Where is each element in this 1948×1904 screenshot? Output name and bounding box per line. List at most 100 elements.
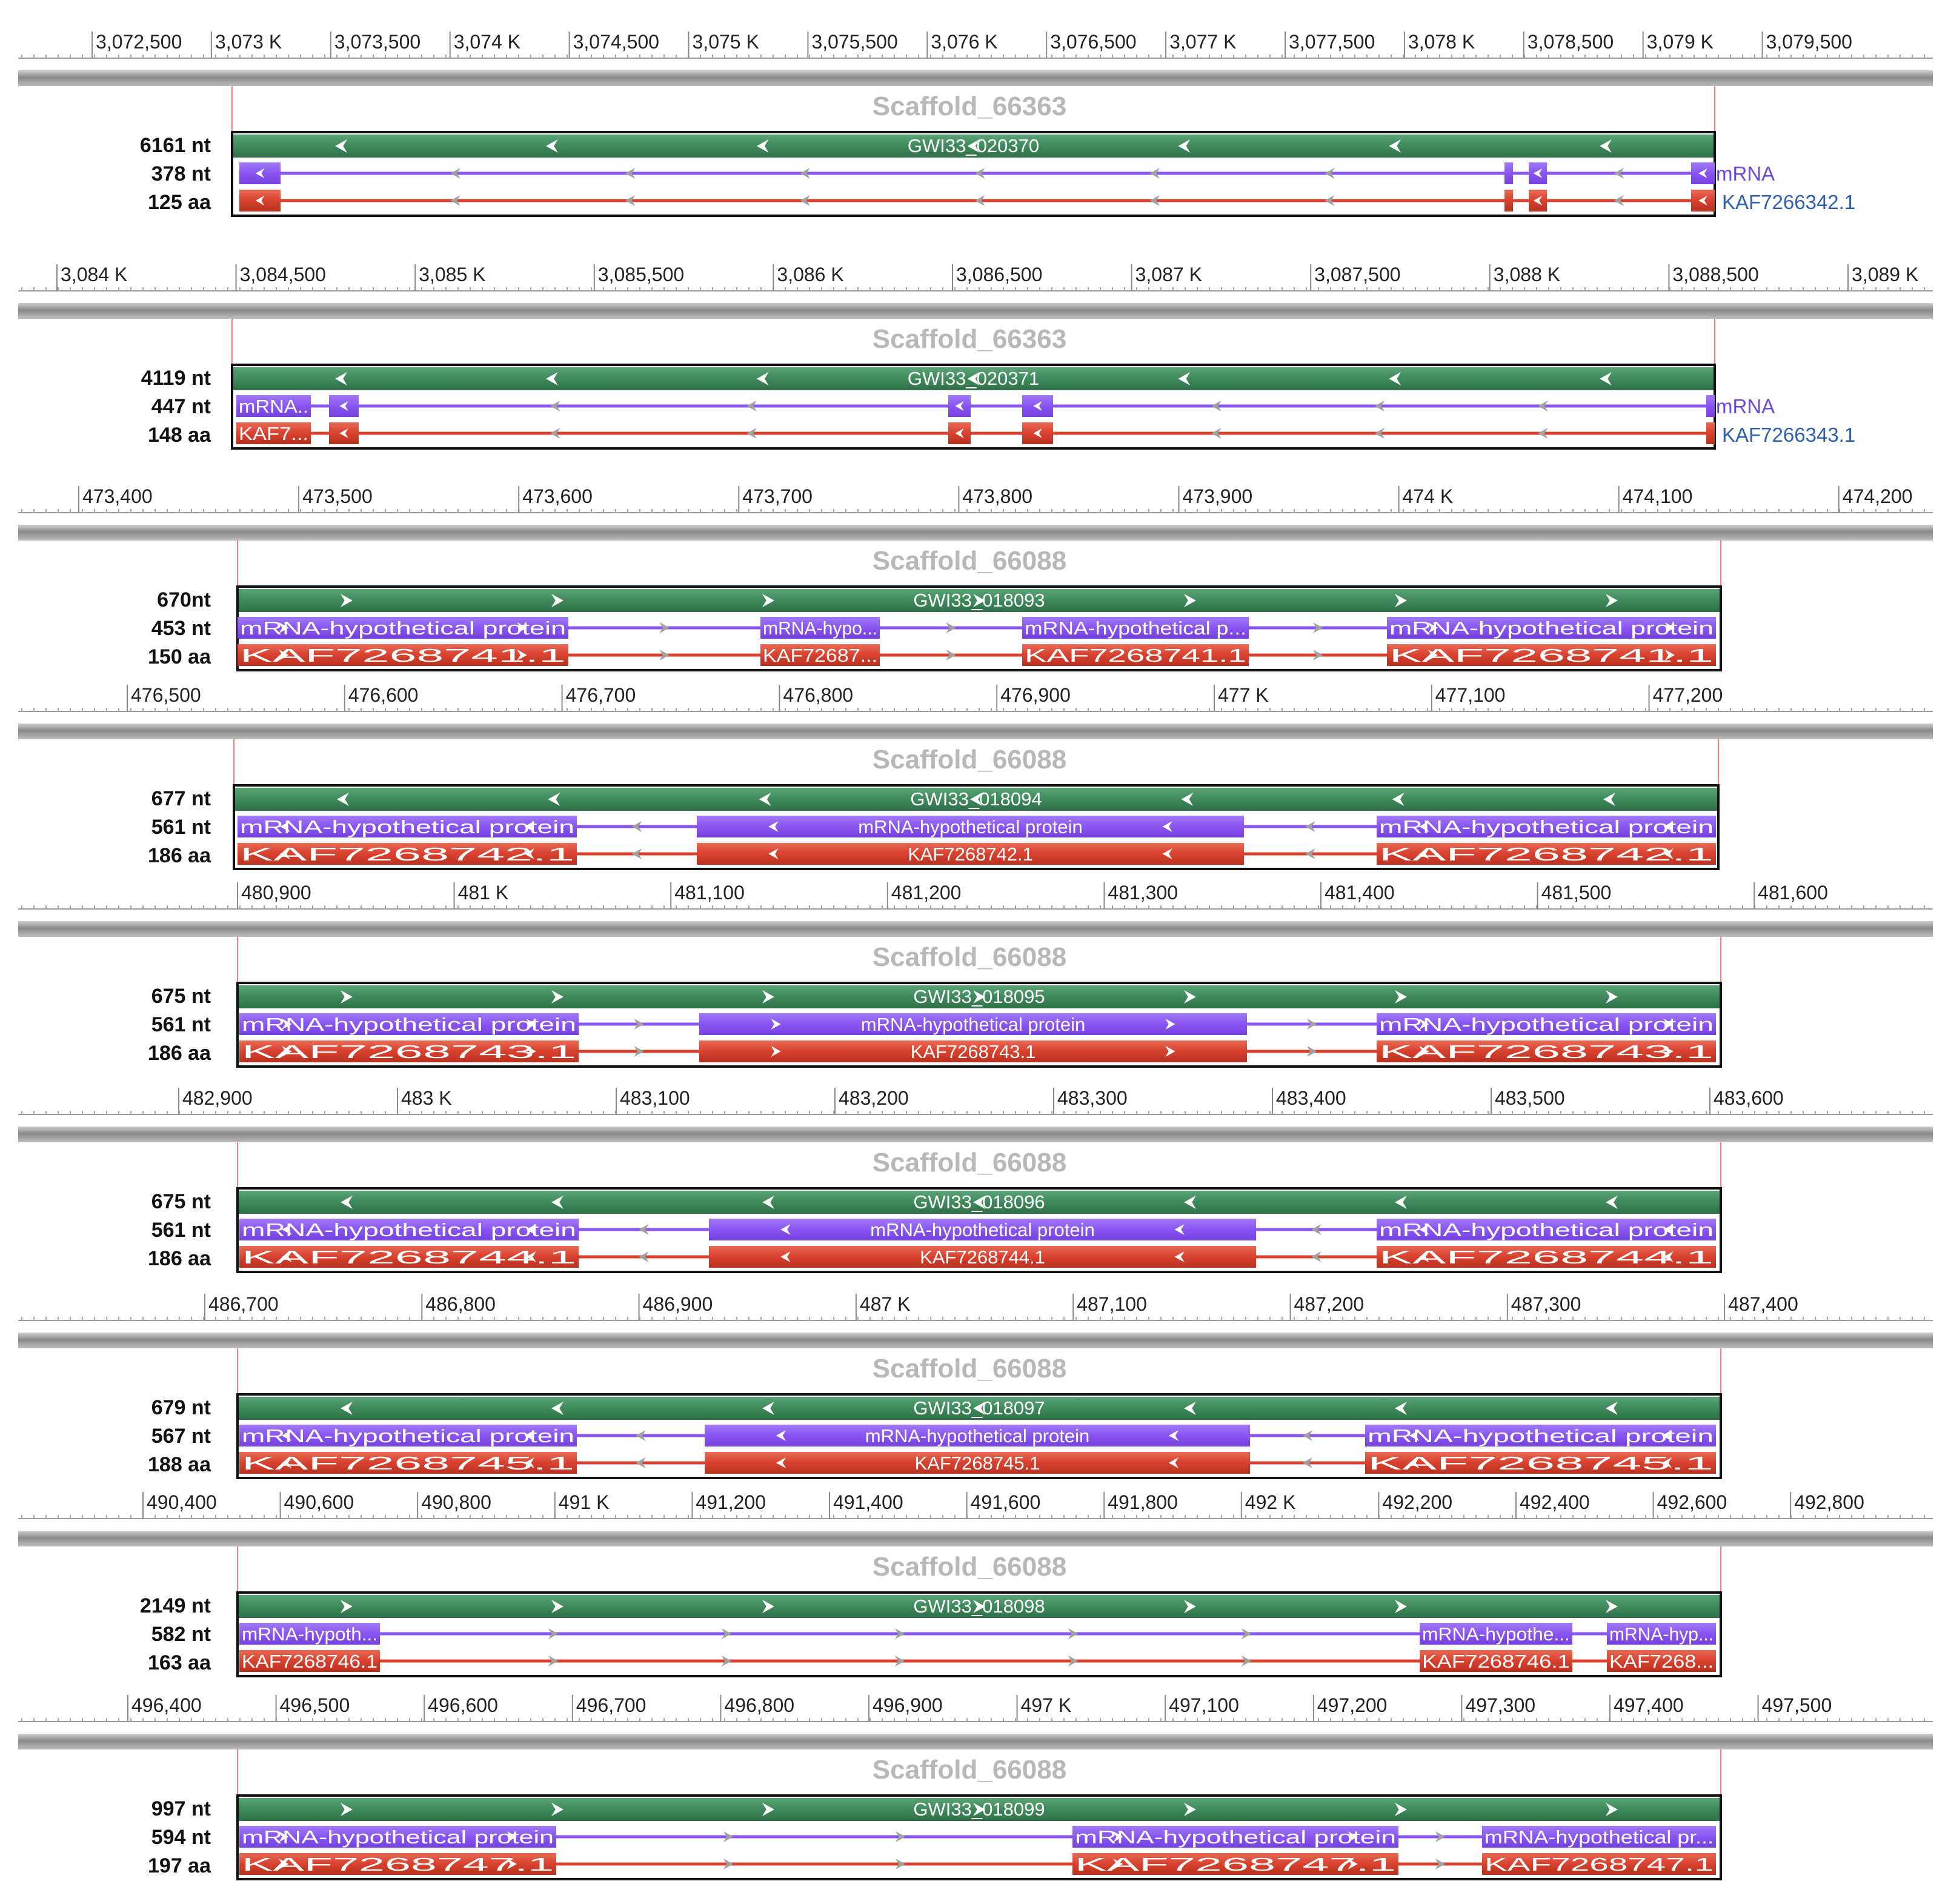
- ruler-tick-label: 473,800: [962, 485, 1032, 507]
- cds-intron-arrow: [723, 1859, 734, 1869]
- protein-side-label: KAF7266342.1: [1722, 191, 1855, 213]
- gene-strand-arrow: [341, 1600, 353, 1613]
- cds-exon-label: KAF7268741.1: [240, 645, 566, 666]
- cds-exon-label: KAF7268743.1: [911, 1041, 1036, 1062]
- mrna-exon-label: mRNA-hypothetical p...: [1025, 617, 1246, 639]
- ruler-tick-label: 3,076,500: [1050, 31, 1136, 53]
- size-label: 150 aa: [148, 645, 211, 668]
- cds-exon-label: KAF7268743.1: [242, 1041, 576, 1062]
- cds-intron-arrow: [1311, 1251, 1321, 1262]
- cds-exon: [1482, 1853, 1716, 1875]
- mrna-exon-arrow: [1663, 821, 1674, 832]
- mrna-intron-arrow: [1302, 1430, 1313, 1441]
- ruler-tick-label: 481,100: [674, 882, 745, 904]
- ruler-bar: [18, 724, 1933, 739]
- cds-exon-arrow: [1419, 1046, 1429, 1057]
- gene-strand-arrow: [756, 372, 769, 385]
- gene-strand-arrow: [341, 594, 353, 607]
- cds-exon-label: KAF7268742.1: [908, 844, 1033, 865]
- ruler-tick-label: 487,100: [1077, 1293, 1147, 1315]
- gene-id-label: GWI33_018098: [913, 1596, 1045, 1617]
- cds-intron-arrow: [450, 195, 460, 206]
- cds-exon-arrow: [771, 1046, 781, 1057]
- cds-intron-arrow: [659, 650, 670, 661]
- mrna-exon-arrow: [1419, 821, 1429, 832]
- gene-strand-arrow: [341, 1803, 353, 1816]
- ruler-tick-label: 3,075 K: [693, 31, 759, 53]
- ruler-tick-label: 473,400: [82, 485, 153, 507]
- cds-exon-label: KAF7268744.1: [920, 1247, 1045, 1268]
- cds-exon-arrow: [768, 848, 779, 859]
- mrna-exon-arrow: [1165, 1019, 1175, 1030]
- mrna-exon-arrow: [339, 401, 348, 411]
- mrna-intron-arrow: [639, 1224, 649, 1235]
- cds-exon-arrow: [1113, 1859, 1123, 1869]
- mrna-intron-arrow: [1211, 401, 1222, 411]
- cds-exon-arrow: [507, 1859, 517, 1869]
- cds-intron-arrow: [1306, 1046, 1317, 1057]
- cds-exon-arrow: [1174, 1251, 1185, 1262]
- gene-strand-arrow: [1184, 1402, 1196, 1415]
- mrna-intron-arrow: [1374, 401, 1385, 411]
- scaffold-label: Scaffold_66088: [873, 546, 1066, 576]
- cds-exon-label: KAF7268746.1: [242, 1651, 377, 1672]
- size-label: 582 nt: [151, 1623, 211, 1646]
- ruler-tick-label: 3,074 K: [454, 31, 520, 53]
- cds-exon-arrow: [517, 650, 527, 661]
- gene-strand-arrow: [1184, 594, 1196, 607]
- gene-id-label: GWI33_018099: [913, 1799, 1045, 1820]
- mrna-exon: [1377, 1013, 1716, 1035]
- mrna-exon-arrow: [1174, 1224, 1185, 1235]
- cds-exon-label: KAF7268741.1: [1389, 645, 1714, 666]
- gene-strand-arrow: [1395, 1196, 1407, 1209]
- mrna-exon-arrow: [1113, 1831, 1123, 1842]
- cds-exon-label: KAF7268742.1: [240, 844, 574, 865]
- ruler-tick-label: 497,400: [1614, 1694, 1684, 1716]
- mrna-exon: [705, 1425, 1250, 1446]
- cds-intron-arrow: [1302, 1457, 1313, 1468]
- cds-exon-label: KAF7268741.1: [1025, 645, 1246, 666]
- mrna-intron-arrow: [636, 1430, 646, 1441]
- mrna-intron-arrow: [1538, 401, 1548, 411]
- cds-exon: [239, 1853, 556, 1875]
- size-label: 186 aa: [148, 1042, 211, 1065]
- cds-exon: [697, 843, 1244, 865]
- size-label: 148 aa: [148, 424, 211, 447]
- cds-intron-arrow: [1435, 1859, 1446, 1869]
- ruler-tick-label: 496,600: [428, 1694, 498, 1716]
- ruler-tick-label: 496,400: [131, 1694, 202, 1716]
- ruler-tick-label: 487,300: [1511, 1293, 1581, 1315]
- cds-exon-arrow: [1419, 1251, 1429, 1262]
- mrna-exon-label: mRNA-hypothetical protein: [242, 1826, 554, 1848]
- size-label: 378 nt: [151, 162, 211, 185]
- cds-exon: [1072, 1853, 1398, 1875]
- gene-strand-arrow: [1184, 990, 1196, 1004]
- ruler-tick-label: 486,700: [208, 1293, 279, 1315]
- gene-strand-arrow: [967, 139, 980, 153]
- cds-exon-arrow: [1419, 848, 1429, 859]
- mrna-exon: [697, 816, 1244, 837]
- cds-exon-label: KAF7268747.1: [1484, 1854, 1714, 1875]
- size-label: 594 nt: [151, 1826, 211, 1849]
- mrna-exon: [1504, 162, 1513, 184]
- mrna-exon: [238, 816, 577, 837]
- cds-intron-arrow: [1241, 1656, 1252, 1666]
- ruler-tick-label: 486,900: [643, 1293, 713, 1315]
- gene-strand-arrow: [973, 1600, 985, 1613]
- cds-exon-label: KAF7268745.1: [242, 1453, 574, 1474]
- gene-strand-arrow: [973, 990, 985, 1004]
- mrna-exon-label: mRNA-hypothetical protein: [1379, 1014, 1714, 1035]
- ruler-tick-label: 3,085,500: [598, 264, 684, 285]
- mrna-exon: [1387, 617, 1716, 639]
- ruler-tick-label: 492,400: [1520, 1491, 1590, 1513]
- ruler-tick-label: 492,200: [1382, 1491, 1452, 1513]
- cds-exon: [1504, 190, 1513, 211]
- ruler-tick-label: 480,900: [241, 882, 311, 904]
- ruler-tick-label: 473,600: [522, 485, 593, 507]
- gene-strand-arrow: [545, 139, 558, 153]
- scaffold-label: Scaffold_66088: [873, 1354, 1066, 1383]
- mrna-exon: [1607, 1623, 1716, 1645]
- cds-exon: [238, 843, 577, 865]
- ruler-tick-label: 492,600: [1657, 1491, 1727, 1513]
- gene-strand-arrow: [1600, 372, 1612, 385]
